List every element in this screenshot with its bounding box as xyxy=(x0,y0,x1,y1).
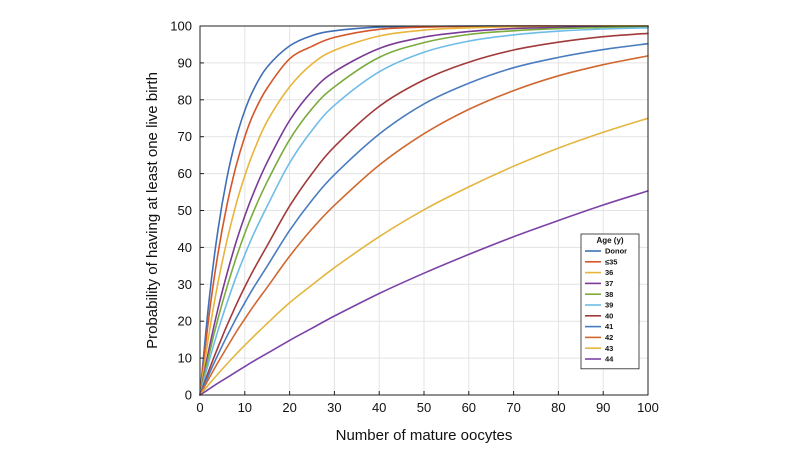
y-tick-label: 90 xyxy=(178,55,192,70)
x-tick-label: 0 xyxy=(196,400,203,415)
y-tick-label: 0 xyxy=(185,388,192,403)
legend-label: 37 xyxy=(605,279,613,288)
legend-label: 40 xyxy=(605,311,613,320)
x-tick-label: 10 xyxy=(238,400,252,415)
x-tick-label: 90 xyxy=(596,400,610,415)
series-line-4 xyxy=(199,25,649,396)
y-axis-ticks: 0 10 20 30 40 50 60 70 80 90 100 xyxy=(170,19,204,403)
x-tick-label: 30 xyxy=(327,400,341,415)
x-tick-label: 40 xyxy=(372,400,386,415)
legend-label: ≤35 xyxy=(605,257,617,266)
y-axis-title: Probability of having at least one live … xyxy=(144,72,161,349)
legend-label: 43 xyxy=(605,344,613,353)
legend-label: 39 xyxy=(605,301,613,310)
legend-label: Donor xyxy=(605,247,627,256)
y-tick-label: 100 xyxy=(170,19,192,34)
series-line-5 xyxy=(199,25,649,396)
legend-label: 41 xyxy=(605,322,613,331)
series-line-3 xyxy=(199,25,649,396)
x-tick-label: 50 xyxy=(417,400,431,415)
y-tick-label: 30 xyxy=(178,277,192,292)
y-tick-label: 10 xyxy=(178,351,192,366)
legend-label: 36 xyxy=(605,268,613,277)
x-axis-title: Number of mature oocytes xyxy=(336,427,513,444)
y-tick-label: 50 xyxy=(178,203,192,218)
legend-label: 42 xyxy=(605,333,613,342)
series-line-6 xyxy=(199,27,649,396)
x-tick-label: 100 xyxy=(637,400,659,415)
y-tick-label: 20 xyxy=(178,314,192,329)
series-line-11 xyxy=(199,190,649,396)
x-tick-label: 80 xyxy=(551,400,565,415)
legend-title: Age (y) xyxy=(596,236,623,245)
series-line-7 xyxy=(199,32,649,396)
x-tick-label: 70 xyxy=(506,400,520,415)
x-axis-ticks: 0 10 20 30 40 50 60 70 80 90 100 xyxy=(196,391,659,415)
x-tick-label: 20 xyxy=(282,400,296,415)
legend-label: 44 xyxy=(605,355,614,364)
y-tick-label: 80 xyxy=(178,92,192,107)
y-tick-label: 40 xyxy=(178,240,192,255)
series-line-9 xyxy=(199,55,649,396)
series-line-8 xyxy=(199,42,649,396)
y-tick-label: 70 xyxy=(178,129,192,144)
legend-box xyxy=(580,233,640,370)
legend-label: 38 xyxy=(605,290,613,299)
y-tick-label: 60 xyxy=(178,166,192,181)
x-tick-label: 60 xyxy=(462,400,476,415)
series-line-10 xyxy=(199,117,649,396)
